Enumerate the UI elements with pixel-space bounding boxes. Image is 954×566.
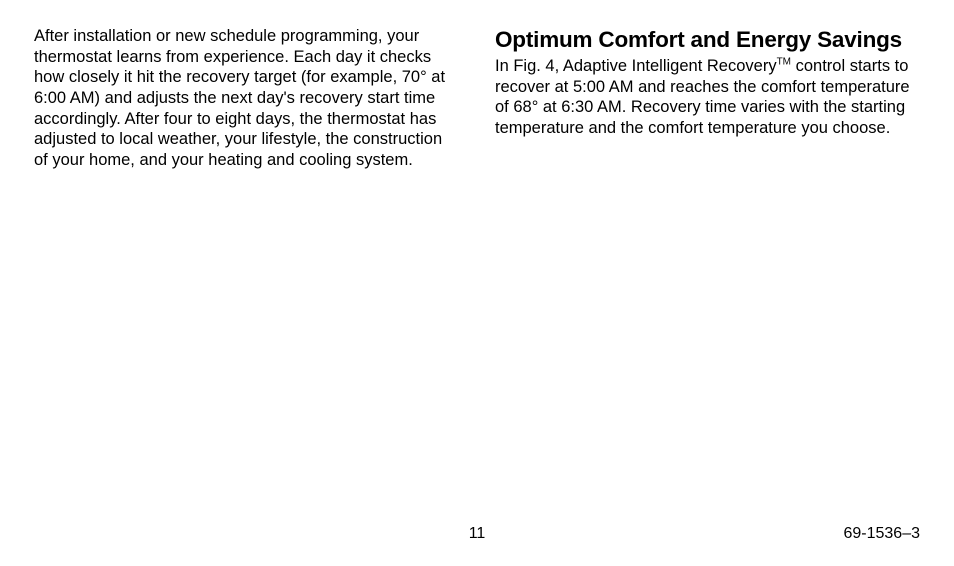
section-heading: Optimum Comfort and Energy Savings: [495, 26, 920, 54]
page-number: 11: [469, 525, 486, 543]
right-paragraph: In Fig. 4, Adaptive Intelligent Recovery…: [495, 56, 920, 139]
page-footer: 11 69-1536–3: [0, 525, 954, 543]
trademark-symbol: TM: [777, 57, 791, 68]
right-column: Optimum Comfort and Energy Savings In Fi…: [495, 26, 920, 170]
para-text-before-tm: In Fig. 4, Adaptive Intelligent Recovery: [495, 57, 777, 75]
left-column: After installation or new schedule progr…: [34, 26, 459, 170]
page-content: After installation or new schedule progr…: [0, 0, 954, 170]
document-number: 69-1536–3: [843, 525, 920, 543]
left-paragraph: After installation or new schedule progr…: [34, 26, 459, 170]
